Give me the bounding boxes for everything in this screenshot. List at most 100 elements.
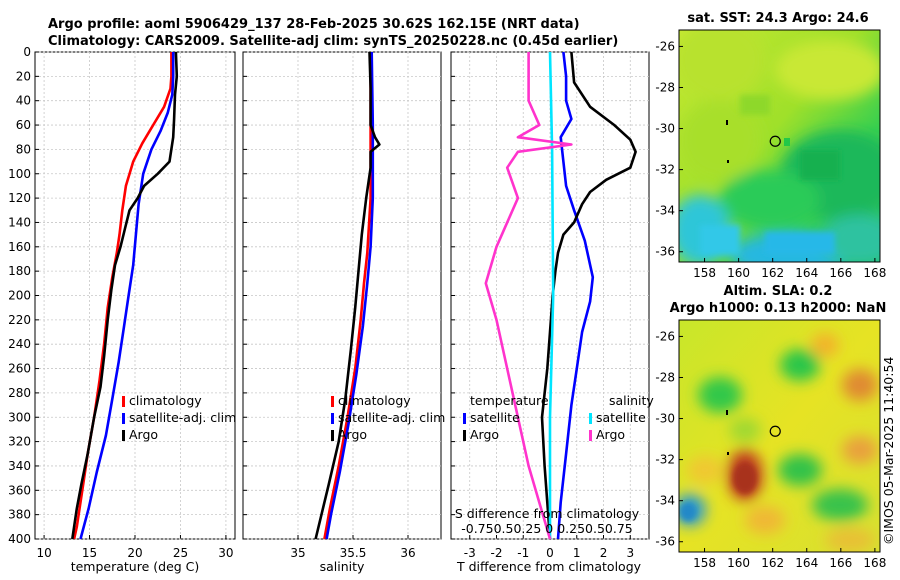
temperature-series bbox=[71, 51, 179, 540]
legend-swatch-temp-satellite bbox=[463, 413, 466, 424]
x-tick-label: 35 bbox=[290, 546, 305, 560]
salinity-panel: 35 35.5 36 salinity climatology satellite-… bbox=[242, 51, 445, 574]
legend-swatch-argo bbox=[122, 430, 125, 441]
map-x-tick-label: 164 bbox=[795, 266, 818, 280]
x-tick-label: 20 bbox=[127, 546, 142, 560]
sst-map-panel: sat. SST: 24.3 Argo: 24.6 bbox=[655, 11, 886, 280]
map-x-tick-label: 160 bbox=[727, 266, 750, 280]
legend-label-satellite: satellite-adj. clim bbox=[338, 410, 445, 425]
x-tick-label: 0 bbox=[546, 546, 554, 560]
x-tick-label: 35.5 bbox=[340, 546, 367, 560]
s-difference-label: S difference from climatology bbox=[455, 506, 640, 521]
map-y-tick-label: -34 bbox=[655, 494, 675, 508]
depth-tick-labels: 0 20 40 60 80 100 120 140 160 180 200 220 240 260 280 3… bbox=[8, 45, 31, 546]
legend-title-temperature: temperature bbox=[470, 393, 549, 408]
series-line-satellite-adj-clim bbox=[325, 51, 375, 540]
legend-swatch-temp-argo bbox=[463, 430, 466, 441]
imos-timestamp: ©IMOS 05-Mar-2025 11:40:54 bbox=[881, 357, 896, 545]
legend-swatch-sal-satellite bbox=[589, 413, 592, 424]
y-tick-label: 360 bbox=[8, 483, 31, 497]
temperature-tick-labels: 10 15 20 25 30 bbox=[36, 546, 233, 560]
difference-series bbox=[484, 51, 637, 540]
x-tick-label: 25 bbox=[173, 546, 188, 560]
s-difference-tick-labels: -0.750.50.25 0 0.250.50.75 bbox=[461, 521, 633, 536]
temperature-xlabel: temperature (deg C) bbox=[71, 559, 200, 574]
series-line-argo bbox=[314, 51, 381, 540]
map-x-tick-label: 168 bbox=[863, 266, 886, 280]
salinity-series bbox=[314, 51, 381, 540]
legend-label-argo: Argo bbox=[338, 427, 367, 442]
map-y-tick-label: -26 bbox=[655, 329, 675, 343]
map-y-tick-label: -34 bbox=[655, 204, 675, 218]
x-tick-label: 10 bbox=[36, 546, 51, 560]
map-x-tick-label: 168 bbox=[863, 556, 886, 570]
legend-label-temp-argo: Argo bbox=[470, 427, 499, 442]
map-y-tick-label: -36 bbox=[655, 535, 675, 549]
sla-field bbox=[679, 320, 880, 552]
map-y-tick-label: -28 bbox=[655, 80, 675, 94]
salinity-grid bbox=[243, 51, 441, 540]
series-line-satellite-adj-clim bbox=[79, 52, 175, 540]
legend-label-sal-satellite: satellite bbox=[596, 410, 646, 425]
y-tick-label: 220 bbox=[8, 313, 31, 327]
y-tick-label: 200 bbox=[8, 289, 31, 303]
series-line-temperature-satellite bbox=[556, 51, 595, 540]
x-tick-label: -1 bbox=[517, 546, 529, 560]
y-tick-label: 380 bbox=[8, 508, 31, 522]
legend-title-salinity: salinity bbox=[609, 393, 654, 408]
map-y-tick-label: -30 bbox=[655, 412, 675, 426]
sst-field bbox=[679, 30, 880, 262]
legend-label-temp-satellite: satellite bbox=[470, 410, 520, 425]
y-tick-label: 340 bbox=[8, 459, 31, 473]
salinity-legend: climatology satellite-adj. clim Argo bbox=[331, 393, 445, 442]
sst-map-title: sat. SST: 24.3 Argo: 24.6 bbox=[687, 11, 868, 26]
series-line-salinity-satellite bbox=[548, 51, 555, 539]
legend-swatch-climatology bbox=[331, 396, 334, 407]
temperature-grid bbox=[35, 51, 235, 540]
series-line-temperature-argo bbox=[540, 51, 637, 540]
x-tick-label: 15 bbox=[82, 546, 97, 560]
salinity-tick-labels: 35 35.5 36 bbox=[290, 546, 415, 560]
sla-map-title: Altim. SLA: 0.2 bbox=[724, 284, 833, 299]
legend-swatch-satellite bbox=[331, 413, 334, 424]
difference-tick-labels: -3 -2 -1 0 1 2 3 bbox=[464, 546, 634, 560]
y-tick-label: 400 bbox=[8, 532, 31, 546]
sla-map-tick-labels: 158 160 162 164 166 168 -26 -28 -30 -32 -34 -36 bbox=[655, 329, 886, 570]
map-x-tick-label: 166 bbox=[829, 556, 852, 570]
map-x-tick-label: 160 bbox=[727, 556, 750, 570]
series-line-argo bbox=[71, 51, 179, 540]
salinity-xlabel: salinity bbox=[320, 559, 365, 574]
x-tick-label: 3 bbox=[626, 546, 634, 560]
sst-argo-location-marker bbox=[769, 135, 781, 147]
legend-swatch-sal-argo bbox=[589, 430, 592, 441]
y-tick-label: 20 bbox=[16, 69, 31, 83]
sla-map-panel: Altim. SLA: 0.2 Argo h1000: 0.13 h2000: … bbox=[655, 284, 886, 570]
x-tick-label: 1 bbox=[573, 546, 581, 560]
legend-label-climatology: climatology bbox=[129, 393, 202, 408]
legend-label-sal-argo: Argo bbox=[596, 427, 625, 442]
legend-swatch-satellite bbox=[122, 413, 125, 424]
sst-map-tick-labels: 158 160 162 164 166 168 -26 -28 -30 -32 -34 -36 bbox=[655, 39, 886, 280]
x-tick-label: 2 bbox=[600, 546, 608, 560]
x-tick-label: -2 bbox=[491, 546, 503, 560]
legend-label-climatology: climatology bbox=[338, 393, 411, 408]
map-y-tick-label: -26 bbox=[655, 39, 675, 53]
map-x-tick-label: 162 bbox=[761, 266, 784, 280]
x-tick-label: 30 bbox=[218, 546, 233, 560]
y-tick-label: 180 bbox=[8, 264, 31, 278]
series-line-salinity-argo bbox=[484, 52, 573, 540]
difference-panel: -3 -2 -1 0 1 2 3 T difference from climatology… bbox=[450, 51, 654, 574]
map-x-tick-label: 164 bbox=[795, 556, 818, 570]
y-tick-label: 300 bbox=[8, 410, 31, 424]
map-x-tick-label: 158 bbox=[693, 556, 716, 570]
y-tick-label: 280 bbox=[8, 386, 31, 400]
header-title-line1: Argo profile: aoml 5906429_137 28-Feb-20… bbox=[48, 17, 580, 32]
y-tick-label: 40 bbox=[16, 94, 31, 108]
y-tick-label: 320 bbox=[8, 435, 31, 449]
map-x-tick-label: 166 bbox=[829, 266, 852, 280]
map-y-tick-label: -32 bbox=[655, 163, 675, 177]
map-x-tick-label: 158 bbox=[693, 266, 716, 280]
sla-map-subtitle: Argo h1000: 0.13 h2000: NaN bbox=[670, 301, 887, 316]
legend-swatch-argo bbox=[331, 430, 334, 441]
